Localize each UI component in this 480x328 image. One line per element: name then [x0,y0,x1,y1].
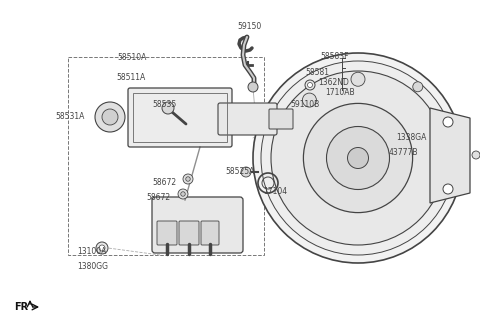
FancyBboxPatch shape [218,103,277,135]
Circle shape [303,103,413,213]
Text: 58531A: 58531A [55,112,84,121]
Circle shape [443,117,453,127]
Text: 1362ND: 1362ND [318,78,349,87]
Circle shape [102,109,118,125]
Circle shape [413,82,423,92]
Text: 58535: 58535 [152,100,176,109]
Circle shape [162,102,174,114]
Circle shape [443,184,453,194]
Circle shape [95,102,125,132]
Circle shape [302,93,316,107]
FancyBboxPatch shape [152,197,243,253]
Circle shape [308,83,312,88]
Circle shape [96,242,108,254]
FancyBboxPatch shape [157,221,177,245]
FancyBboxPatch shape [201,221,219,245]
Text: 17104: 17104 [263,187,287,196]
Text: FR: FR [14,302,28,312]
Circle shape [178,189,188,199]
Circle shape [472,151,480,159]
Circle shape [183,174,193,184]
Circle shape [99,245,105,251]
Text: 58525A: 58525A [225,167,254,176]
Text: 58510A: 58510A [117,53,146,62]
Text: 1710AB: 1710AB [325,88,355,97]
Circle shape [305,80,315,90]
Text: 59110B: 59110B [290,100,319,109]
Text: 58672: 58672 [152,178,176,187]
Text: 58581: 58581 [305,68,329,77]
Circle shape [271,71,445,245]
Circle shape [181,192,185,196]
FancyBboxPatch shape [128,88,232,147]
Text: 1380GG: 1380GG [77,262,108,271]
Circle shape [253,53,463,263]
Circle shape [241,167,251,177]
Text: 59150: 59150 [237,22,261,31]
Circle shape [186,177,190,181]
Bar [68,57,264,255]
Circle shape [348,148,369,169]
Circle shape [326,127,389,190]
FancyBboxPatch shape [179,221,199,245]
Text: 58672: 58672 [146,193,170,202]
Text: 58511A: 58511A [116,73,145,82]
Circle shape [261,61,455,255]
Circle shape [351,72,365,86]
Text: 58583F: 58583F [320,52,348,61]
Bar [133,93,227,142]
Text: 13100A: 13100A [77,247,107,256]
FancyBboxPatch shape [269,109,293,129]
Circle shape [248,82,258,92]
Text: 43777B: 43777B [389,148,419,157]
Text: 1338GA: 1338GA [396,133,426,142]
Polygon shape [430,108,470,203]
